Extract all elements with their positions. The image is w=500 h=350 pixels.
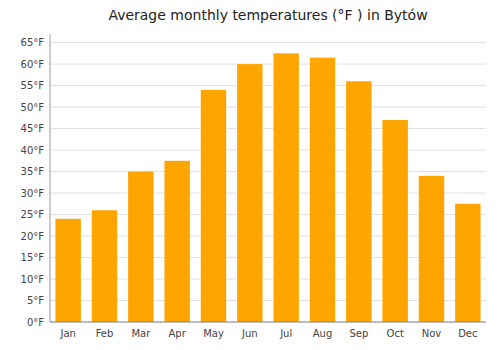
grid-line bbox=[50, 64, 486, 65]
x-tick-label: Nov bbox=[422, 328, 442, 339]
grid-line bbox=[50, 171, 486, 172]
bar bbox=[346, 81, 371, 322]
x-tick-label: Apr bbox=[169, 328, 187, 339]
title: Average monthly temperatures (°F ) in By… bbox=[108, 7, 427, 23]
y-tick-label: 25°F bbox=[21, 209, 45, 220]
y-tick-label: 40°F bbox=[21, 145, 45, 156]
y-tick-label: 30°F bbox=[21, 188, 45, 199]
grid-line bbox=[50, 85, 486, 86]
grid-line bbox=[50, 42, 486, 43]
grid bbox=[50, 43, 486, 322]
bar bbox=[164, 161, 189, 322]
grid-line bbox=[50, 107, 486, 108]
x-tick-label: Jan bbox=[59, 328, 75, 339]
y-tick-label: 15°F bbox=[21, 252, 45, 263]
bars bbox=[55, 53, 480, 322]
bar bbox=[310, 58, 335, 322]
x-tick-label: Dec bbox=[458, 328, 477, 339]
y-tick-label: 0°F bbox=[27, 317, 44, 328]
bar bbox=[237, 64, 262, 322]
bar bbox=[419, 176, 444, 322]
y-axis-line bbox=[50, 34, 51, 322]
bar bbox=[455, 204, 480, 322]
x-tick-label: May bbox=[203, 328, 224, 339]
y-tick-label: 50°F bbox=[21, 102, 45, 113]
y-tick-label: 35°F bbox=[21, 166, 45, 177]
x-tick-label: Oct bbox=[387, 328, 404, 339]
chart-svg: Average monthly temperatures (°F ) in By… bbox=[0, 0, 500, 350]
y-tick-label: 55°F bbox=[21, 80, 45, 91]
grid-line bbox=[50, 128, 486, 129]
x-tick-label: Sep bbox=[349, 328, 368, 339]
x-tick-label: Aug bbox=[313, 328, 333, 339]
x-tick-label: Feb bbox=[96, 328, 114, 339]
bar bbox=[55, 219, 80, 322]
x-tick-label: Jul bbox=[279, 328, 292, 339]
y-tick-label: 10°F bbox=[21, 274, 45, 285]
y-tick-label: 60°F bbox=[21, 59, 45, 70]
bar bbox=[128, 172, 153, 322]
grid-line bbox=[50, 150, 486, 151]
y-tick-label: 20°F bbox=[21, 231, 45, 242]
bar bbox=[382, 120, 407, 322]
bar bbox=[201, 90, 226, 322]
y-tick-label: 45°F bbox=[21, 123, 45, 134]
x-tick-label: Mar bbox=[131, 328, 151, 339]
x-tick-label: Jun bbox=[241, 328, 258, 339]
x-axis-line bbox=[50, 322, 486, 323]
grid-line bbox=[50, 322, 486, 323]
bar bbox=[273, 53, 298, 322]
bar bbox=[92, 210, 117, 322]
y-tick-label: 65°F bbox=[21, 37, 45, 48]
y-tick-label: 5°F bbox=[27, 295, 44, 306]
chart-container: Average monthly temperatures (°F ) in By… bbox=[0, 0, 500, 350]
